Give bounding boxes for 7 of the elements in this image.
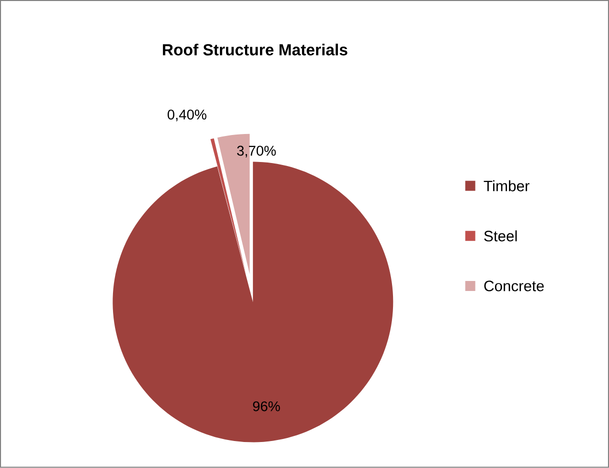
- legend-label: Concrete: [484, 280, 544, 292]
- legend-label: Steel: [484, 230, 517, 242]
- data-label: 96%: [253, 401, 280, 412]
- legend-label: Timber: [484, 180, 530, 192]
- chart-title: Roof Structure Materials: [162, 44, 348, 56]
- data-label: 0,40%: [168, 110, 206, 122]
- data-label: 3,70%: [237, 146, 276, 158]
